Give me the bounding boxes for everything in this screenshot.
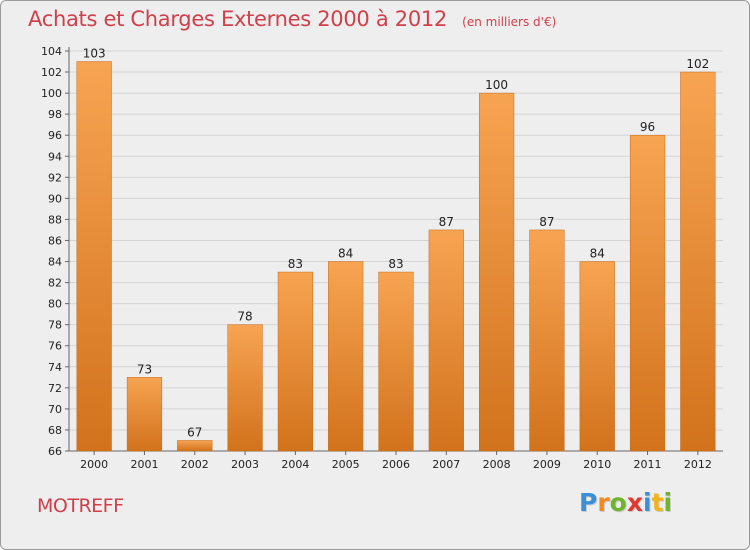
x-tick-label: 2002 xyxy=(181,458,209,471)
bar-value-label: 96 xyxy=(640,120,655,134)
bar xyxy=(579,261,615,452)
x-tick-label: 2008 xyxy=(483,458,511,471)
bars xyxy=(76,61,716,452)
x-tick-labels: 2000 2001 2002 2003 2004 2005 2006 2007 2008 2009… xyxy=(80,451,712,471)
y-tick-label: 68 xyxy=(48,424,62,437)
y-tick-label: 96 xyxy=(48,129,62,142)
y-tick-label: 98 xyxy=(48,108,62,121)
bar xyxy=(277,271,313,452)
bar-value-label: 83 xyxy=(388,257,403,271)
y-tick-label: 94 xyxy=(48,150,62,163)
x-tick-label: 2005 xyxy=(332,458,360,471)
bar xyxy=(328,261,364,452)
bar xyxy=(629,134,666,452)
brand-letter: i xyxy=(643,488,652,517)
y-tick-label: 90 xyxy=(48,192,62,205)
bar-value-label: 84 xyxy=(590,247,605,261)
y-tick-label: 100 xyxy=(41,87,62,100)
bar xyxy=(227,324,263,452)
x-tick-label: 2010 xyxy=(583,458,611,471)
bar-value-label: 84 xyxy=(338,247,353,261)
commune-name: MOTREFF xyxy=(37,495,124,517)
y-tick-label: 76 xyxy=(48,340,62,353)
bar-value-label: 102 xyxy=(686,57,709,71)
x-tick-label: 2001 xyxy=(130,458,158,471)
x-tick-label: 2011 xyxy=(634,458,662,471)
bar-value-label: 73 xyxy=(137,362,152,376)
bar xyxy=(378,271,414,452)
y-tick-label: 88 xyxy=(48,213,62,226)
y-tick-label: 72 xyxy=(48,382,62,395)
bar xyxy=(529,229,565,452)
brand-letter: x xyxy=(626,488,643,517)
brand-logo: Proxiti xyxy=(579,488,672,517)
x-tick-label: 2006 xyxy=(382,458,410,471)
bar-value-label: 87 xyxy=(539,215,554,229)
brand-letter: P xyxy=(579,488,598,517)
y-tick-label: 92 xyxy=(48,171,62,184)
title-block: Achats et Charges Externes 2000 à 2012 (… xyxy=(28,7,556,31)
bar xyxy=(177,440,213,452)
y-tick-labels: 66 68 70 72 74 76 78 80 82 84 86 88 90 92 94 96 98 100 102… xyxy=(41,45,62,458)
bar-value-label: 100 xyxy=(485,78,508,92)
bar-value-label: 83 xyxy=(288,257,303,271)
chart-unit: (en milliers d'€) xyxy=(462,15,557,29)
y-tick-label: 66 xyxy=(48,445,62,458)
bar-value-label: 78 xyxy=(237,310,252,324)
y-tick-label: 70 xyxy=(48,403,62,416)
y-tick-label: 102 xyxy=(41,66,62,79)
x-tick-label: 2004 xyxy=(281,458,309,471)
x-tick-label: 2007 xyxy=(432,458,460,471)
y-tick-label: 82 xyxy=(48,277,62,290)
y-tick-label: 84 xyxy=(48,256,62,269)
y-tick-label: 74 xyxy=(48,361,62,374)
brand-letter: r xyxy=(597,488,610,517)
bar-value-label: 87 xyxy=(439,215,454,229)
bar xyxy=(126,377,163,452)
y-tick-label: 80 xyxy=(48,298,62,311)
y-tick-label: 104 xyxy=(41,45,62,58)
chart-title: Achats et Charges Externes 2000 à 2012 xyxy=(28,7,448,31)
value-labels: 103 73 67 78 83 84 83 87 100 87 84 96 102 xyxy=(83,47,710,440)
bar xyxy=(680,71,716,452)
x-tick-label: 2009 xyxy=(533,458,561,471)
y-tick-label: 78 xyxy=(48,319,62,332)
brand-letter: o xyxy=(609,488,627,517)
bar-value-label: 103 xyxy=(83,47,106,61)
bar xyxy=(76,61,112,452)
bar xyxy=(428,229,464,452)
brand-letter: t xyxy=(651,488,664,517)
y-tick-label: 86 xyxy=(48,234,62,247)
bar xyxy=(479,92,515,452)
bar-value-label: 67 xyxy=(187,425,202,439)
brand-letter: i xyxy=(663,488,673,517)
x-tick-label: 2000 xyxy=(80,458,108,471)
x-tick-label: 2012 xyxy=(684,458,712,471)
x-tick-label: 2003 xyxy=(231,458,259,471)
